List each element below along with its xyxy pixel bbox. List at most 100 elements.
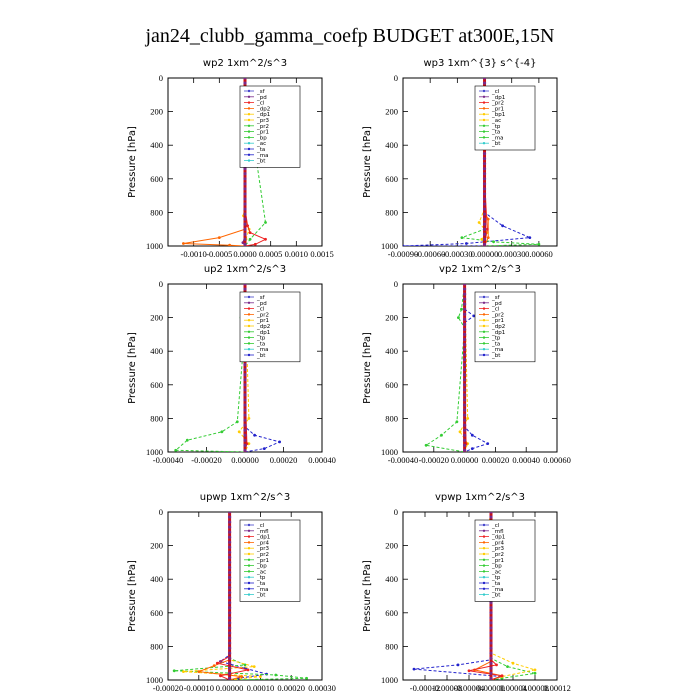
series-point [500,674,504,678]
zero-line-point [463,352,467,357]
zero-line-point [482,78,487,80]
y-axis-label: Pressure [hPa] [127,126,138,198]
legend-entry: _dp1 [256,535,270,541]
y-tick-label: 400 [385,140,398,150]
zero-line-point [463,342,467,347]
legend-marker [247,552,251,556]
zero-line-point [243,433,247,437]
zero-line-point [489,515,493,519]
zero-line-point [463,307,467,311]
zero-line-point [228,611,232,615]
y-tick-label: 400 [385,574,398,584]
zero-line-point [489,661,493,665]
legend-marker [247,307,251,310]
legend: _cl_dp1_pr2_pr1_bp1_ac_tp_ta_ma_bt [474,85,536,151]
x-tick-label: 0.00000 [451,455,479,465]
y-tick-label: 1000 [381,241,398,251]
zero-line-point [489,611,493,615]
zero-line-point [463,428,467,432]
series-point [460,236,464,240]
zero-line-point [228,616,232,620]
legend-entry: _dp1 [491,330,505,336]
y-tick-label: 800 [385,413,398,423]
zero-line-point [489,601,493,605]
legend-marker [247,581,251,585]
series-line-dp1 [424,284,466,452]
zero-line-point [228,626,232,630]
legend-box [239,85,301,168]
series-point [486,217,490,221]
zero-line-point [228,676,232,680]
zero-line-point [482,207,487,211]
legend-marker [247,113,251,116]
y-tick-label: 400 [150,574,163,584]
zero-line-point [243,368,247,372]
x-tick-label: -0.00020 [153,683,183,693]
y-tick-label: 1000 [146,675,163,685]
legend-box [474,291,536,363]
zero-line-point [463,448,467,452]
legend-marker [482,552,486,556]
series-point [246,668,250,672]
zero-line-point [463,408,467,412]
zero-line-point [243,403,247,407]
zero-line-point [228,512,232,514]
legend-marker [482,330,486,333]
legend-entry: _bt [491,353,501,359]
legend-entry: _dp1 [256,330,270,336]
legend-marker [247,142,251,145]
zero-line-point [228,545,232,549]
series-point [262,447,266,450]
series-point [467,669,471,673]
zero-line-point [228,520,232,524]
zero-line-point [243,167,247,171]
legend-entry: _dp1 [491,535,505,541]
legend-entry: _dp1 [256,112,270,118]
y-tick-label: 600 [385,380,398,390]
legend-entry: _bp1 [491,112,505,118]
legend-marker [482,535,486,538]
legend-entry: _pr2 [491,552,504,558]
y-tick-label: 0 [159,507,163,517]
y-tick-label: 200 [385,313,398,323]
zero-line-point [228,586,232,590]
legend-entry: _ta [491,341,500,347]
panel-6: vpwp 1xm^2/s^3 Pressure [hPa] 0 200 400 600 80… [362,492,571,693]
panel-2: wp3 1xm^{3} s^{-4} Pressure [hPa] 0 200 400 6… [362,58,558,259]
zero-line-point [228,651,232,655]
legend-entry: _sf [491,295,501,301]
legend-entry: _bp [256,135,267,141]
y-tick-label: 200 [150,541,163,551]
zero-line-point [228,596,232,600]
y-tick-label: 600 [385,608,398,618]
y-tick-label: 800 [150,413,163,423]
legend-entry: _sf [256,89,266,95]
x-tick-label: 0.0000 [233,249,256,259]
zero-line-point [463,388,467,392]
x-tick-label: 0.0010 [285,249,308,259]
zero-line-point [463,368,467,372]
series-point [492,240,495,244]
zero-line-point [482,172,487,176]
zero-line-point [228,580,232,585]
zero-line-point [243,212,247,216]
zero-line-point [489,621,493,625]
series-point [172,669,176,673]
legend-marker [482,576,486,579]
legend-entry: _ac [491,118,501,124]
series-group [403,78,541,246]
legend-entry: _ta [256,341,265,347]
legend-entry: _dp2 [256,106,270,112]
series-point [235,420,239,424]
y-tick-label: 0 [394,507,398,517]
legend-marker [247,319,251,322]
zero-line-point [243,373,247,377]
legend-marker [482,541,486,544]
series-point [403,244,405,246]
zero-line-point [228,641,232,645]
legend-entry: _pr3 [256,546,270,552]
legend-entry: _ma [256,153,268,159]
series-point [215,661,219,665]
panel-1: wp2 1xm^2/s^3 Pressure [hPa] 0 200 400 600 800… [127,58,334,259]
